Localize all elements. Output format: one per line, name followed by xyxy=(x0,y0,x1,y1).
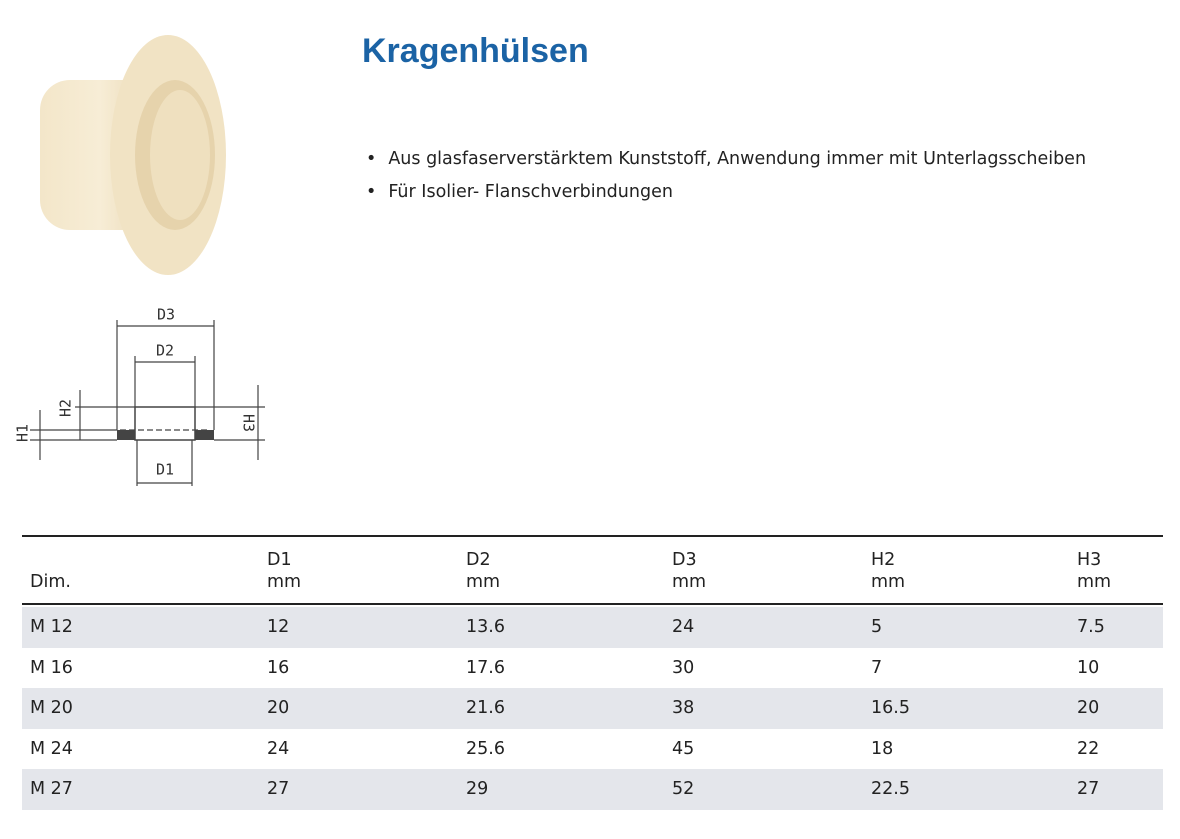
label: D2 xyxy=(156,342,174,360)
bullet-list: Aus glasfaserverstärktem Kunststoff, Anw… xyxy=(366,146,1086,212)
table-cell: 52 xyxy=(672,779,695,799)
table-cell: 20 xyxy=(1077,698,1100,718)
header-cell: D3 mm xyxy=(672,549,706,593)
table-cell: M 27 xyxy=(30,779,73,799)
label: H2 xyxy=(57,399,75,417)
header-cell: Dim. xyxy=(30,571,71,593)
header-name: D2 xyxy=(466,550,491,570)
table-cell: 27 xyxy=(267,779,290,799)
table-row: M 20 20 21.6 38 16.5 20 xyxy=(22,688,1163,729)
table-cell: 45 xyxy=(672,738,695,759)
table-cell: 29 xyxy=(466,779,489,799)
label: H1 xyxy=(14,424,32,442)
header-unit: mm xyxy=(1077,572,1112,592)
label: D3 xyxy=(157,306,175,324)
header-cell: D1 mm xyxy=(267,549,301,593)
header-cell: H3 mm xyxy=(1077,549,1111,593)
table-cell: 5 xyxy=(871,617,883,637)
table-cell: 22.5 xyxy=(871,779,910,799)
header-name: H2 xyxy=(871,550,896,570)
table-row: M 12 12 13.6 24 5 7.5 xyxy=(22,607,1163,648)
table-cell: 12 xyxy=(267,617,290,637)
header-name: D1 xyxy=(267,550,292,570)
title: Kragenhülsen xyxy=(362,32,589,70)
table-cell: M 24 xyxy=(30,738,73,759)
header-cell: H2 mm xyxy=(871,549,905,593)
table-cell: 22 xyxy=(1077,738,1100,759)
table-cell: 27 xyxy=(1077,779,1100,799)
header-unit: mm xyxy=(267,572,302,592)
table-cell: M 20 xyxy=(30,698,73,718)
table-cell: 7.5 xyxy=(1077,617,1105,637)
dimension-diagram: D3 D2 D1 H2 H1 H3 xyxy=(14,306,265,486)
label: H3 xyxy=(240,414,258,432)
product-image xyxy=(40,35,226,275)
table-cell: 20 xyxy=(267,698,290,718)
table-cell: 16 xyxy=(267,657,290,678)
table-cell: 18 xyxy=(871,738,894,759)
header-unit: mm xyxy=(871,572,906,592)
table-cell: 13.6 xyxy=(466,617,505,637)
sleeve xyxy=(134,406,196,441)
header-name: Dim. xyxy=(30,572,71,592)
bullet: Für Isolier- Flanschverbindungen xyxy=(366,179,1086,212)
table-cell: 7 xyxy=(871,657,883,678)
table-cell: 10 xyxy=(1077,657,1100,678)
header-unit: mm xyxy=(466,572,501,592)
header-row: Dim. D1 mm D2 mm D3 mm H2 mm H3 mm xyxy=(22,537,1163,605)
table-cell: 30 xyxy=(672,657,695,678)
header-name: H3 xyxy=(1077,550,1102,570)
header-name: D3 xyxy=(672,550,697,570)
table-cell: 24 xyxy=(267,738,290,759)
label: D1 xyxy=(156,461,174,479)
table-row: M 16 16 17.6 30 7 10 xyxy=(22,648,1163,689)
table-cell: 38 xyxy=(672,698,695,718)
table: Dim. D1 mm D2 mm D3 mm H2 mm H3 mm M 12 12 13.6 24 5 7.5… xyxy=(22,535,1163,810)
table-cell: 24 xyxy=(672,617,695,637)
table-cell: 21.6 xyxy=(466,698,505,718)
table-cell: 17.6 xyxy=(466,657,505,678)
table-cell: M 12 xyxy=(30,617,73,637)
table-row: M 27 27 29 52 22.5 27 xyxy=(22,769,1163,810)
table-row: M 24 24 25.6 45 18 22 xyxy=(22,729,1163,770)
bullet: Aus glasfaserverstärktem Kunststoff, Anw… xyxy=(366,146,1086,179)
header-cell: D2 mm xyxy=(466,549,500,593)
header-unit: mm xyxy=(672,572,707,592)
table-cell: 16.5 xyxy=(871,698,910,718)
table-cell: M 16 xyxy=(30,657,73,678)
table-cell: 25.6 xyxy=(466,738,505,759)
